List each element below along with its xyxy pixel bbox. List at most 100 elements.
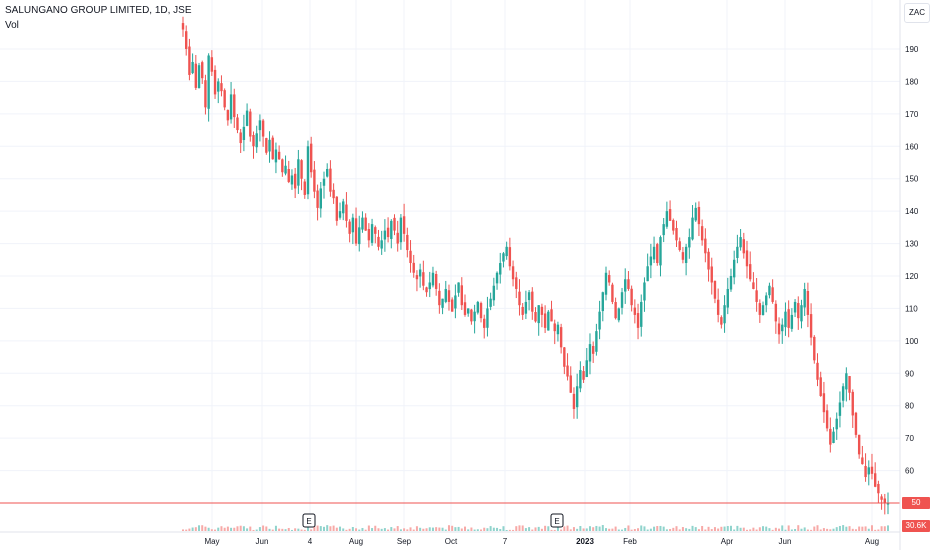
candle-body [412,262,415,273]
volume-bar [294,528,297,531]
volume-bar [258,527,261,531]
currency-button[interactable]: ZAC [904,3,930,23]
candle-body [864,465,867,478]
candle-body [194,63,198,88]
candle-body [595,331,598,352]
candle-body [185,31,188,49]
volume-bar [188,528,191,531]
candle-body [752,282,755,289]
volume-bar [758,527,761,531]
volume-bar [736,525,739,531]
volume-bar [335,527,338,531]
candle-body [873,473,877,487]
candle-body [486,308,489,328]
candle-body [771,287,774,302]
volume-bar [464,526,466,531]
candle-body [342,201,345,214]
volume-bar [531,529,534,531]
candle-body [848,376,851,393]
volume-bar [697,529,700,531]
candle-body [457,282,460,293]
candle-body [700,226,704,241]
candle-body [393,217,396,231]
candle-body [390,220,393,239]
candle-body [732,259,736,278]
candle-body [761,305,765,315]
volume-bar [720,526,723,531]
candle-body [300,160,303,179]
earnings-marker[interactable]: E [550,513,564,528]
volume-bar [191,527,194,531]
volume-bar [569,529,572,531]
candle-body [418,269,422,277]
volume-bar [547,526,550,531]
candle-body [624,279,627,292]
earnings-marker[interactable]: E [302,513,316,528]
candle-body [720,317,723,325]
volume-bar [621,529,624,531]
candle-body [518,291,521,306]
y-tick-label: 170 [905,110,919,119]
candle-body [450,299,454,312]
volume-bar [659,525,662,531]
volume-bar [255,529,258,531]
volume-label: Vol [5,20,19,31]
y-tick-label: 100 [905,337,919,346]
volume-bar [800,528,803,531]
volume-bar [415,526,418,531]
candle-body [511,266,515,280]
volume-bar [492,527,495,531]
candle-body [201,62,204,79]
volume-bar [691,525,694,531]
volume-bar [274,525,277,531]
candle-body [374,227,377,234]
candle-body [386,227,390,238]
volume-bar [508,529,511,531]
volume-bar [717,528,720,531]
volume-bar [348,528,351,531]
candle-body [495,272,499,284]
volume-bar [784,529,787,531]
volume-bar [685,528,688,531]
candle-body [716,299,720,315]
x-tick-label: Jun [256,537,269,546]
volume-bar [300,529,303,531]
x-axis[interactable]: May Jun 4 Aug Sep Oct 7 2023 Feb Apr Jun Aug [204,537,879,546]
candle-body [258,120,262,131]
candle-body [688,237,691,248]
volume-bar [880,526,883,531]
candle-body [745,250,749,267]
volume-bar [239,525,242,531]
volume-bar [749,529,752,531]
volume-bar [316,525,319,531]
candle-body [223,90,226,108]
x-tick-label: Oct [445,537,458,546]
candle-body [870,466,874,474]
candle-body [415,275,419,280]
candle-body [790,314,794,329]
candle-body [569,375,572,393]
candle-body [691,217,694,240]
candle-body [441,298,444,308]
volume-bar [438,527,441,531]
candle-body [473,311,476,322]
candle-body [819,377,822,396]
volume-bar [419,527,422,531]
candle-body [242,126,246,141]
earnings-marker-label: E [554,517,559,526]
volume-bar [480,529,483,531]
y-axis[interactable]: 60 70 80 90 100 110 120 130 140 150 160 170 180 190 [905,45,919,476]
candle-body [755,290,758,302]
candle-body [861,457,864,465]
x-tick-label: Apr [721,537,734,546]
candle-body [643,282,646,301]
volume-bar [502,526,505,531]
candle-body [229,94,233,120]
volume-bar [303,529,306,531]
volume-bar [694,527,697,531]
volume-bar [364,529,367,531]
volume-bar [399,529,402,531]
candle-body [537,305,540,324]
